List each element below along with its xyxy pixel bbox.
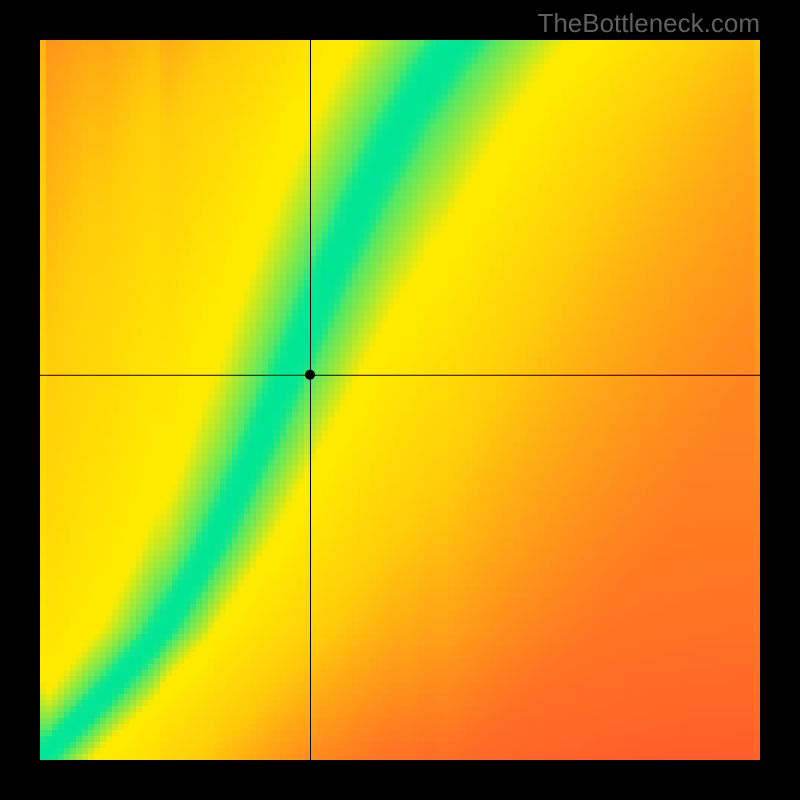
bottleneck-heatmap — [40, 40, 760, 760]
watermark-text: TheBottleneck.com — [537, 8, 760, 39]
chart-container: TheBottleneck.com — [0, 0, 800, 800]
